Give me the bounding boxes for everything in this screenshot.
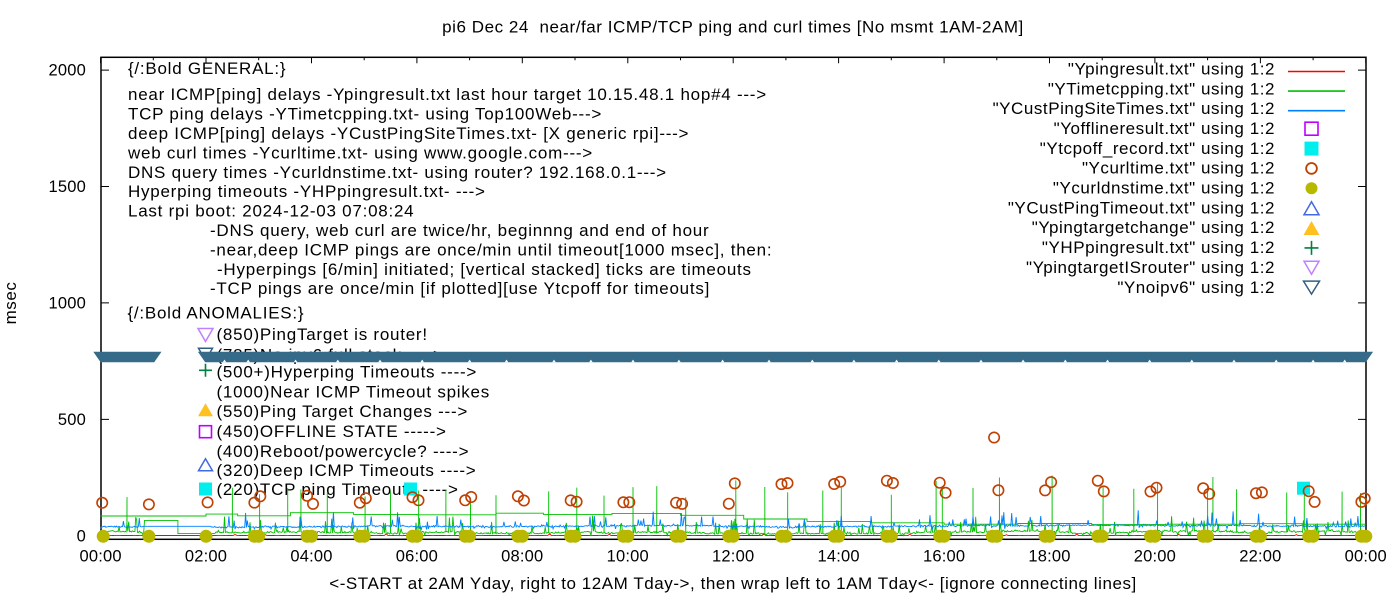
svg-text:16:00: 16:00	[923, 548, 965, 566]
svg-text:06:00: 06:00	[396, 548, 438, 566]
svg-text:msec: msec	[1, 282, 20, 325]
svg-text:(550)Ping Target Changes --->: (550)Ping Target Changes --->	[217, 402, 469, 421]
svg-text:(1000)Near ICMP Timeout spikes: (1000)Near ICMP Timeout spikes	[217, 383, 491, 402]
svg-text:08:00: 08:00	[501, 548, 543, 566]
svg-text:2000: 2000	[48, 62, 86, 80]
svg-text:web curl times -Ycurltime.txt-: web curl times -Ycurltime.txt- using www…	[127, 143, 593, 162]
svg-text:00:00: 00:00	[79, 548, 121, 566]
svg-text:14:00: 14:00	[817, 548, 859, 566]
svg-text:"Ypingresult.txt" using 1:2: "Ypingresult.txt" using 1:2	[1068, 59, 1275, 78]
svg-text:Last rpi boot: 2024-12-03 07:0: Last rpi boot: 2024-12-03 07:08:24	[128, 202, 414, 221]
svg-text:"Ycurltime.txt" using 1:2: "Ycurltime.txt" using 1:2	[1082, 159, 1275, 178]
svg-text:(450)OFFLINE STATE ----->: (450)OFFLINE STATE ----->	[217, 422, 447, 441]
svg-text:20:00: 20:00	[1134, 548, 1176, 566]
svg-text:22:00: 22:00	[1239, 548, 1281, 566]
svg-text:500: 500	[58, 411, 86, 429]
svg-text:(850)PingTarget is router!: (850)PingTarget is router!	[217, 325, 428, 344]
svg-text:TCP ping delays -YTimetcpping.: TCP ping delays -YTimetcpping.txt- using…	[128, 105, 602, 124]
svg-text:"Yofflineresult.txt" using 1:2: "Yofflineresult.txt" using 1:2	[1054, 119, 1275, 138]
svg-text:"Ycurldnstime.txt" using 1:2: "Ycurldnstime.txt" using 1:2	[1053, 179, 1275, 198]
svg-text:(220)TCP ping Timeouts ---->: (220)TCP ping Timeouts ---->	[217, 480, 459, 499]
svg-text:Hyperping timeouts -YHPpingres: Hyperping timeouts -YHPpingresult.txt- -…	[128, 182, 486, 201]
svg-text:04:00: 04:00	[290, 548, 332, 566]
svg-text:02:00: 02:00	[185, 548, 227, 566]
svg-text:1500: 1500	[48, 178, 86, 196]
svg-text:deep ICMP[ping] delays -YCustP: deep ICMP[ping] delays -YCustPingSiteTim…	[128, 124, 689, 143]
svg-text:"YCustPingTimeout.txt" using 1: "YCustPingTimeout.txt" using 1:2	[1008, 198, 1275, 217]
svg-text:(320)Deep ICMP Timeouts ---->: (320)Deep ICMP Timeouts ---->	[217, 461, 477, 480]
svg-text:18:00: 18:00	[1028, 548, 1070, 566]
svg-text:"Ypingtargetchange" using 1:2: "Ypingtargetchange" using 1:2	[1032, 218, 1275, 237]
svg-text:-DNS query, web curl are twice: -DNS query, web curl are twice/hr, begin…	[210, 221, 709, 240]
svg-text:00:00: 00:00	[1345, 548, 1387, 566]
svg-text:(400)Reboot/powercycle? ---->: (400)Reboot/powercycle? ---->	[217, 442, 470, 461]
svg-text:"YHPpingresult.txt" using 1:2: "YHPpingresult.txt" using 1:2	[1042, 238, 1275, 257]
svg-text:10:00: 10:00	[607, 548, 649, 566]
svg-text:0: 0	[77, 527, 86, 545]
svg-text:"Ynoipv6" using 1:2: "Ynoipv6" using 1:2	[1117, 278, 1275, 297]
svg-text:12:00: 12:00	[712, 548, 754, 566]
svg-text:"Ytcpoff_record.txt" using 1:2: "Ytcpoff_record.txt" using 1:2	[1040, 139, 1275, 158]
svg-text:near ICMP[ping] delays -Ypingr: near ICMP[ping] delays -Ypingresult.txt …	[128, 85, 767, 104]
svg-text:1000: 1000	[48, 294, 86, 312]
svg-text:-TCP pings are once/min [if pl: -TCP pings are once/min [if plotted][use…	[210, 279, 710, 298]
svg-text:"YpingtargetISrouter" using 1:: "YpingtargetISrouter" using 1:2	[1026, 258, 1275, 277]
svg-text:(500+)Hyperping Timeouts ---->: (500+)Hyperping Timeouts ---->	[217, 363, 478, 382]
svg-text:{/:Bold ANOMALIES:}: {/:Bold ANOMALIES:}	[128, 304, 305, 323]
svg-text:"YCustPingSiteTimes.txt" using: "YCustPingSiteTimes.txt" using 1:2	[993, 99, 1275, 118]
svg-text:pi6 Dec 24 near/far ICMP/TCP: pi6 Dec 24 near/far ICMP/TCP ping and cu…	[442, 18, 1024, 37]
svg-text:DNS query times -Ycurldnstime.: DNS query times -Ycurldnstime.txt- using…	[128, 163, 667, 182]
svg-text:"YTimetcpping.txt" using 1:2: "YTimetcpping.txt" using 1:2	[1048, 79, 1275, 98]
svg-text:-near,deep ICMP pings are once: -near,deep ICMP pings are once/min until…	[210, 240, 772, 259]
svg-text:<-START at 2AM Yday, right to: <-START at 2AM Yday, right to 12AM Tday-…	[329, 574, 1137, 593]
svg-text:-Hyperpings [6/min] initiated;: -Hyperpings [6/min] initiated; [vertical…	[217, 260, 752, 279]
svg-text:{/:Bold GENERAL:}: {/:Bold GENERAL:}	[128, 59, 286, 78]
